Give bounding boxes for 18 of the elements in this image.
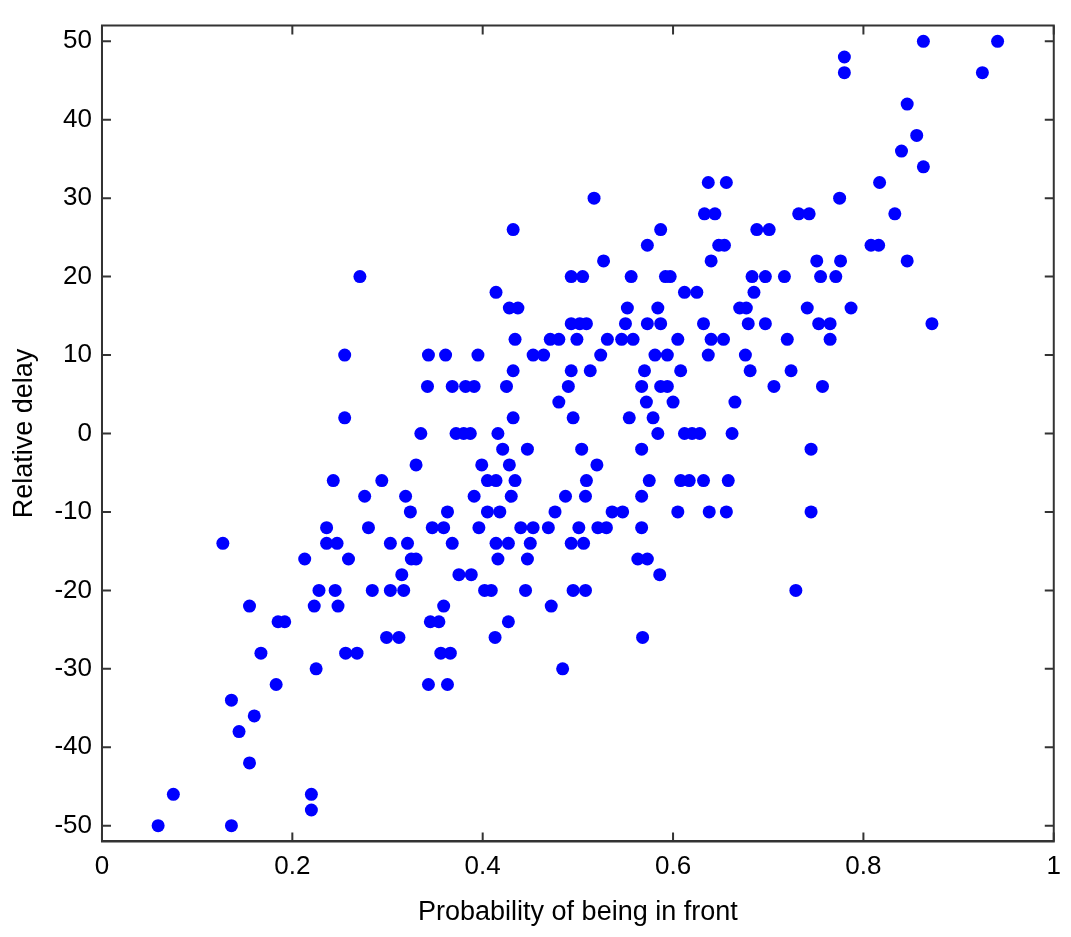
x-tick-label: 0.2 <box>274 850 311 881</box>
y-tick-label: 30 <box>63 181 92 212</box>
x-tick-label: 0.8 <box>845 850 882 881</box>
y-tick-label: -10 <box>54 495 92 526</box>
x-axis-title: Probability of being in front <box>418 896 739 927</box>
y-tick-label: 20 <box>63 259 92 290</box>
x-tick-label: 0.6 <box>654 850 692 881</box>
y-tick-label: 0 <box>77 416 92 447</box>
x-tick-label: 0.4 <box>464 850 501 881</box>
y-tick-label: 40 <box>63 102 92 133</box>
y-tick-label: -50 <box>54 808 92 839</box>
y-tick-label: -40 <box>54 730 92 761</box>
x-tick-label: 1 <box>1046 850 1061 881</box>
y-axis-title: Relative delay <box>7 348 38 519</box>
y-tick-label: -30 <box>54 652 92 682</box>
y-tick-label: -20 <box>54 573 92 604</box>
y-tick-label: 10 <box>63 338 92 369</box>
y-tick-label: 50 <box>63 24 92 55</box>
